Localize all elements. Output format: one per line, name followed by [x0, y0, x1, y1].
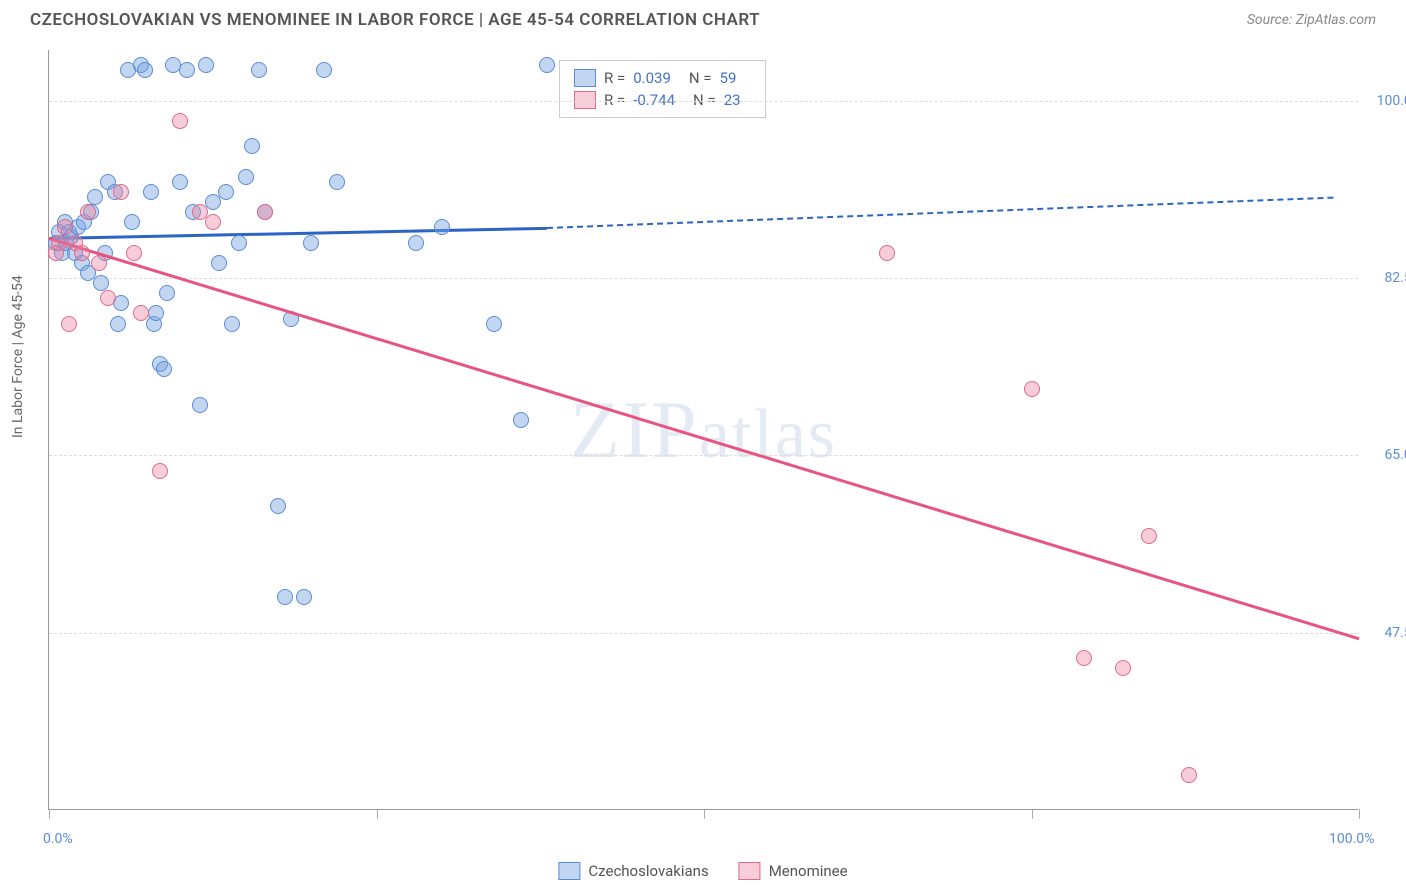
data-point [137, 62, 153, 78]
data-point [80, 204, 96, 220]
x-tick [49, 809, 50, 819]
data-point [1076, 650, 1092, 666]
bottom-legend: Czechoslovakians Menominee [558, 862, 847, 880]
data-point [251, 62, 267, 78]
data-point [277, 589, 293, 605]
data-point [172, 174, 188, 190]
y-axis-title: In Labor Force | Age 45-54 [10, 275, 26, 438]
data-point [126, 245, 142, 261]
data-point [148, 305, 164, 321]
y-tick-label: 100.0% [1362, 93, 1406, 109]
data-point [61, 316, 77, 332]
x-tick [1032, 809, 1033, 819]
data-point [316, 62, 332, 78]
x-tick [1359, 809, 1360, 819]
trendline-czech [49, 227, 547, 240]
data-point [152, 463, 168, 479]
data-point [93, 275, 109, 291]
data-point [257, 204, 273, 220]
data-point [198, 57, 214, 73]
x-tick-label: 100.0% [1329, 831, 1374, 847]
data-point [133, 305, 149, 321]
trendline-dashed-czech [547, 197, 1333, 229]
r-label: R = [604, 69, 625, 87]
source-label: Source: ZipAtlas.com [1247, 12, 1376, 28]
data-point [211, 255, 227, 271]
data-point [408, 235, 424, 251]
data-point [238, 169, 254, 185]
data-point [303, 235, 319, 251]
data-point [159, 285, 175, 301]
data-point [879, 245, 895, 261]
gridline-horizontal [49, 101, 1358, 102]
data-point [1024, 381, 1040, 397]
data-point [1141, 528, 1157, 544]
x-tick [377, 809, 378, 819]
data-point [87, 189, 103, 205]
data-point [270, 498, 286, 514]
data-point [224, 316, 240, 332]
data-point [244, 138, 260, 154]
data-point [486, 316, 502, 332]
legend-item-menominee: Menominee [739, 862, 848, 880]
scatter-plot-area: ZIPatlas R = 0.039 N = 59 R = -0.744 N =… [48, 50, 1358, 810]
stats-legend-box: R = 0.039 N = 59 R = -0.744 N = 23 [559, 60, 766, 118]
y-tick-label: 82.5% [1362, 270, 1406, 286]
data-point [124, 214, 140, 230]
n-value-czech: 59 [720, 69, 737, 87]
y-tick-label: 47.5% [1362, 625, 1406, 641]
data-point [172, 113, 188, 129]
gridline-horizontal [49, 633, 1358, 634]
n-label: N = [689, 69, 712, 87]
data-point [57, 219, 73, 235]
y-tick-label: 65.0% [1362, 447, 1406, 463]
swatch-menominee-icon [739, 862, 761, 880]
data-point [51, 235, 67, 251]
data-point [205, 214, 221, 230]
gridline-horizontal [49, 278, 1358, 279]
data-point [218, 184, 234, 200]
data-point [113, 184, 129, 200]
data-point [1181, 767, 1197, 783]
data-point [143, 184, 159, 200]
data-point [100, 290, 116, 306]
data-point [179, 62, 195, 78]
trendline-menominee [49, 238, 1360, 641]
x-tick-label: 0.0% [43, 831, 73, 847]
swatch-czech-icon [558, 862, 580, 880]
data-point [231, 235, 247, 251]
x-tick [704, 809, 705, 819]
data-point [539, 57, 555, 73]
data-point [192, 397, 208, 413]
data-point [1115, 660, 1131, 676]
swatch-czech [574, 69, 596, 87]
data-point [74, 245, 90, 261]
data-point [513, 412, 529, 428]
chart-title: CZECHOSLOVAKIAN VS MENOMINEE IN LABOR FO… [30, 10, 760, 30]
data-point [91, 255, 107, 271]
data-point [329, 174, 345, 190]
data-point [296, 589, 312, 605]
data-point [156, 361, 172, 377]
r-value-czech: 0.039 [633, 69, 671, 87]
data-point [434, 219, 450, 235]
watermark: ZIPatlas [570, 383, 837, 477]
legend-item-czech: Czechoslovakians [558, 862, 708, 880]
data-point [110, 316, 126, 332]
gridline-horizontal [49, 455, 1358, 456]
legend-label-menominee: Menominee [769, 862, 848, 880]
legend-label-czech: Czechoslovakians [588, 862, 708, 880]
stats-row-czech: R = 0.039 N = 59 [574, 67, 751, 89]
